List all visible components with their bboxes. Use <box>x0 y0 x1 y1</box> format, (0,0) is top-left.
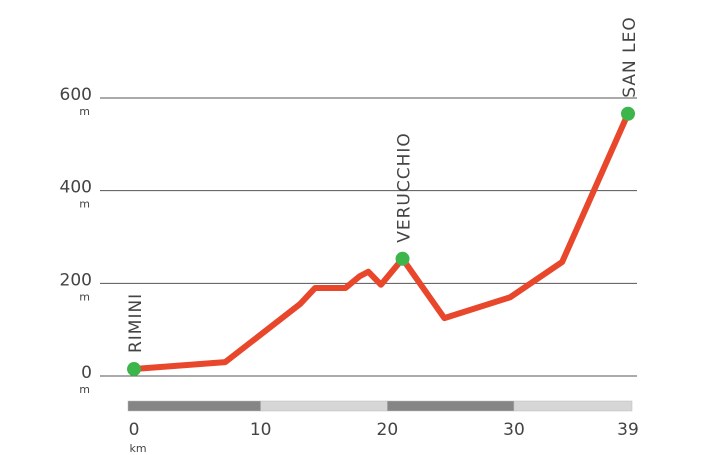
distance-bar-segment <box>387 400 515 412</box>
y-tick-label: 0 <box>81 363 92 383</box>
y-unit: m <box>79 290 90 303</box>
town-label: RIMINI <box>126 293 146 353</box>
town-label: VERUCCHIO <box>395 132 415 243</box>
distance-bar-segment <box>513 400 633 412</box>
elevation-line <box>133 112 631 373</box>
distance-bar-segment <box>127 400 261 412</box>
x-tick-label: 10 <box>250 420 272 440</box>
x-unit: km <box>129 442 146 455</box>
town-marker <box>621 106 635 121</box>
y-unit: m <box>79 383 90 396</box>
y-tick-label: 400 <box>60 178 92 198</box>
town-marker <box>395 251 410 266</box>
x-tick-label: 39 <box>617 420 639 440</box>
y-tick-label: 600 <box>60 85 92 105</box>
y-tick-label: 200 <box>60 270 92 290</box>
x-tick-label: 20 <box>377 420 399 440</box>
town-label: SAN LEO <box>620 16 640 97</box>
town-marker <box>127 362 141 377</box>
y-unit: m <box>79 198 90 211</box>
x-tick-label: 0 <box>129 420 140 440</box>
y-unit: m <box>79 105 90 118</box>
x-tick-label: 30 <box>503 420 525 440</box>
distance-bar-segment <box>260 400 388 412</box>
